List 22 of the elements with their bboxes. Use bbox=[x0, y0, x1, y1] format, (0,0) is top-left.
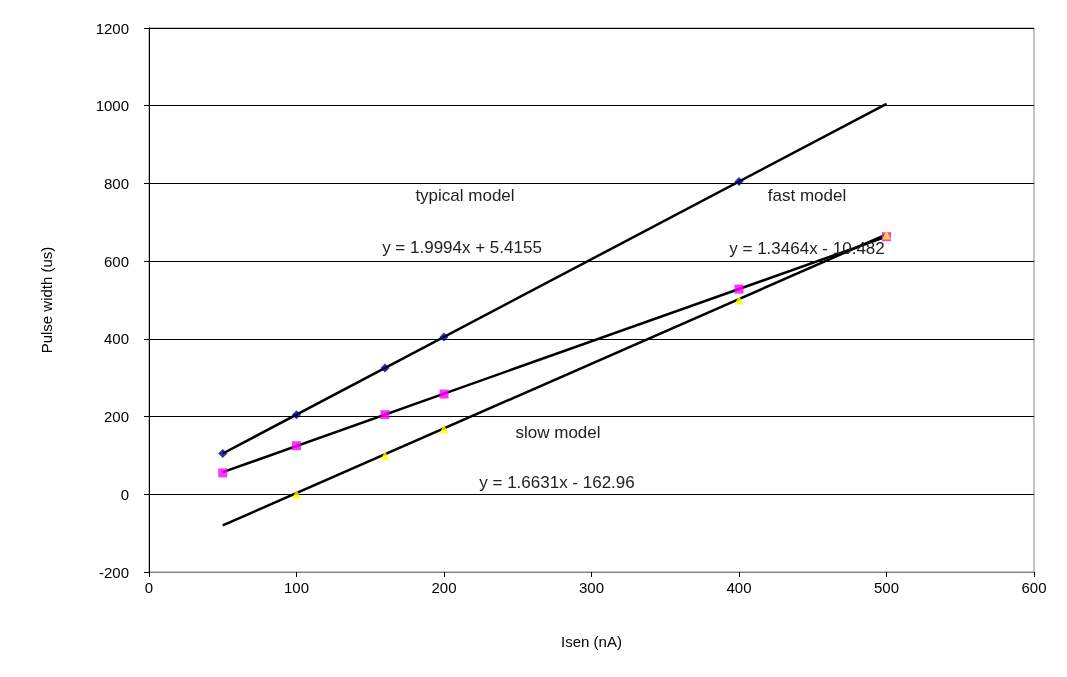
x-tick-label: 500 bbox=[873, 579, 900, 596]
x-tick-label: 100 bbox=[283, 579, 310, 596]
annotation: y = 1.6631x - 162.96 bbox=[479, 472, 635, 492]
y-axis-title: Pulse width (us) bbox=[38, 246, 55, 354]
x-tick-label: 0 bbox=[144, 579, 154, 596]
y-tick-label: -200 bbox=[98, 563, 129, 581]
y-tick-label: 400 bbox=[103, 330, 129, 348]
x-tick-label: 300 bbox=[578, 579, 605, 596]
x-tick-label: 400 bbox=[726, 579, 752, 596]
annotation: y = 1.9994x + 5.4155 bbox=[382, 237, 542, 257]
x-axis-title: Isen (nA) bbox=[561, 633, 622, 650]
y-tick-label: 1200 bbox=[95, 19, 129, 37]
y-tick-label: 800 bbox=[103, 174, 129, 192]
x-tick-label: 200 bbox=[431, 579, 457, 596]
y-tick-label: 0 bbox=[120, 485, 129, 503]
y-tick-label: 1000 bbox=[95, 97, 129, 115]
annotation: slow model bbox=[515, 422, 601, 442]
annotation: fast model bbox=[767, 185, 847, 205]
y-tick-label: 200 bbox=[103, 408, 129, 426]
x-tick-label: 600 bbox=[1021, 579, 1047, 596]
y-tick-label: 600 bbox=[103, 252, 129, 270]
annotation: typical model bbox=[415, 185, 515, 205]
